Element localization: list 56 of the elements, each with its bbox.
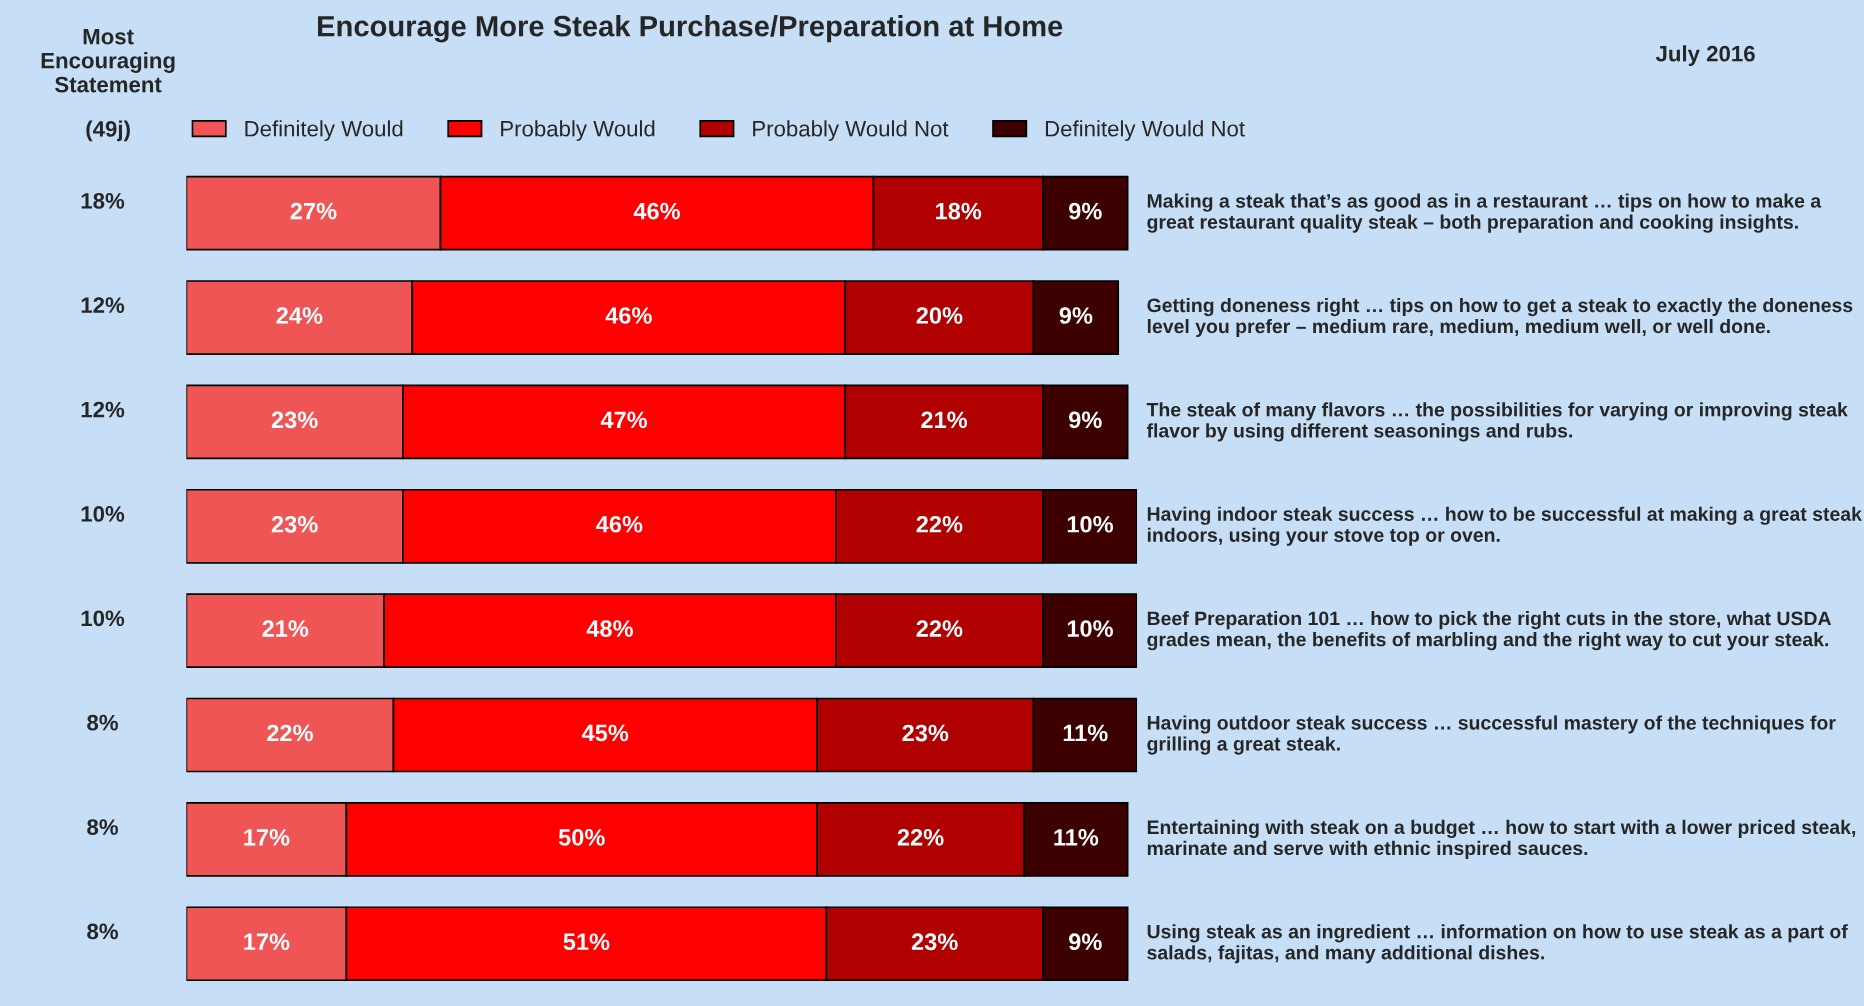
data-label: 46% [605, 307, 652, 324]
data-label: 17% [244, 829, 290, 846]
data-label: 17% [244, 933, 290, 951]
text: 8% [87, 923, 118, 940]
text: 10% [81, 610, 125, 627]
y-tick-label: Having indoor steak success … how to be successful at making a great steak indoors, using your stove top or oven. [1147, 506, 1862, 546]
legend-label: Definitely Would [245, 120, 403, 141]
y-tick-label: Using steak as an ingredient … information on how to use steak as a part of salads, fajitas, and many additional dishes. [1147, 924, 1848, 964]
data-label: 50% [558, 829, 605, 846]
text: 18% [81, 192, 125, 209]
data-label: 21% [921, 411, 968, 429]
y-tick-label: Getting doneness right … tips on how to get a steak to exactly the doneness level you prefer – medium rare, medium, medium well, or well done. [1147, 297, 1853, 338]
data-label: 48% [586, 620, 633, 637]
data-label: 22% [897, 829, 944, 846]
y-tick-label: Entertaining with steak on a budget … how to start with a lower priced steak, marinate and serve with ethnic inspired sauces. [1147, 819, 1856, 859]
y-axis-title: Most Encouraging Statement [41, 28, 175, 93]
data-label: 20% [916, 307, 963, 324]
y-tick-label: Making a steak that’s as good as in a restaurant … tips on how to make a great restaurant quality steak – both preparation and cooking insights. [1147, 193, 1822, 233]
data-label: 9% [1069, 933, 1102, 951]
data-label: 23% [902, 724, 949, 742]
data-label: 21% [262, 620, 309, 637]
data-label: 9% [1059, 307, 1093, 324]
data-label: 24% [276, 307, 323, 324]
data-label: 23% [271, 411, 318, 429]
data-label: 9% [1069, 411, 1102, 429]
legend-label: Probably Would [501, 120, 655, 141]
legend-label: Probably Would Not [753, 120, 949, 141]
data-label: 22% [916, 515, 963, 533]
text: 12% [81, 297, 125, 313]
data-label: 22% [267, 724, 313, 742]
text: (49j) [86, 120, 130, 142]
chart-title: Encourage More Steak Purchase/Preparation at Home [318, 15, 1063, 43]
data-label: 18% [936, 202, 982, 220]
y-tick-label: The steak of many flavors … the possibilities for varying or improving steak flavor by using different seasonings and rubs. [1146, 402, 1848, 442]
data-label: 22% [916, 620, 963, 637]
data-label: 23% [911, 933, 958, 951]
text: July 2016 [1655, 45, 1755, 66]
data-label: 46% [633, 202, 681, 220]
data-label: 45% [581, 724, 629, 742]
data-label: 10% [1067, 620, 1113, 637]
y-tick-label: Beef Preparation 101 … how to pick the right cuts in the store, what USDA grades mean, the benefits of marbling and the right way to cut your steak. [1147, 611, 1832, 651]
text: 8% [87, 714, 118, 731]
data-label: 11% [1063, 724, 1108, 742]
text: 12% [81, 401, 125, 418]
data-label: 27% [290, 202, 337, 220]
data-label: 9% [1069, 202, 1102, 220]
text: 10% [81, 506, 125, 522]
data-label: 47% [600, 411, 648, 429]
data-label: 23% [271, 515, 318, 533]
data-label: 51% [563, 933, 610, 951]
text: 8% [87, 819, 118, 835]
data-label: 11% [1054, 829, 1099, 846]
legend-label: Definitely Would Not [1045, 120, 1245, 141]
y-tick-label: Having outdoor steak success … successful mastery of the techniques for grilling a great steak. [1147, 715, 1836, 755]
data-label: 46% [596, 515, 643, 533]
data-label: 10% [1067, 515, 1113, 533]
